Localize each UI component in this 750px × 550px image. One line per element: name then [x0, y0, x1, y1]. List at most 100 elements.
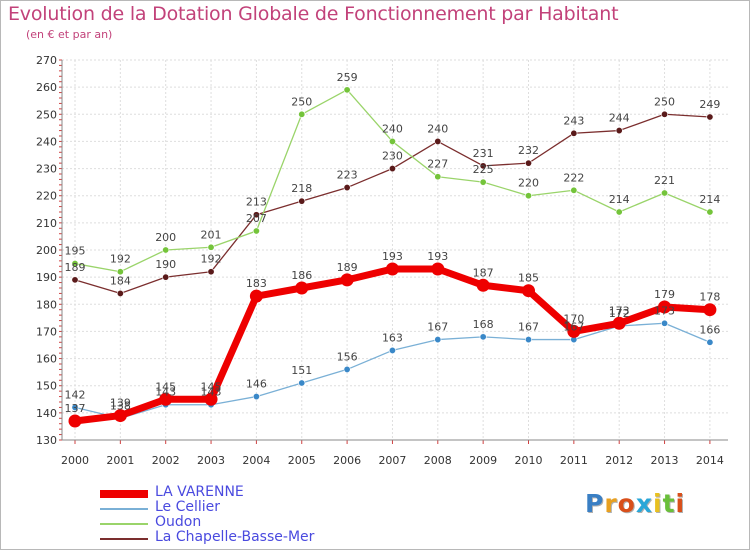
chart-subtitle: (en € et par an)	[26, 28, 113, 41]
data-label: 156	[337, 350, 358, 363]
x-tick-label: 2008	[424, 454, 452, 467]
y-tick-label: 190	[36, 271, 57, 284]
data-label: 200	[155, 231, 176, 244]
data-label: 173	[609, 304, 630, 317]
y-tick-label: 260	[36, 81, 57, 94]
data-point	[612, 316, 626, 330]
data-point	[207, 243, 215, 251]
legend-item: LA VARENNE	[100, 484, 500, 501]
data-label: 243	[563, 114, 584, 127]
y-tick-label: 200	[36, 244, 57, 257]
data-label: 179	[654, 288, 675, 301]
y-tick-label: 220	[36, 190, 57, 203]
data-label: 151	[291, 364, 312, 377]
data-point	[567, 324, 581, 338]
data-point	[116, 289, 124, 297]
data-label: 187	[473, 266, 494, 279]
legend-label: Oudon	[155, 514, 202, 530]
y-tick-label: 130	[36, 434, 57, 447]
data-label: 190	[155, 258, 176, 271]
legend-label: La Chapelle-Basse-Mer	[155, 529, 315, 545]
data-label: 193	[382, 250, 403, 263]
data-label: 167	[563, 321, 584, 334]
data-point	[207, 268, 215, 276]
data-label: 227	[427, 158, 448, 171]
logo-letter: P	[585, 489, 605, 518]
data-label: 184	[110, 274, 131, 287]
data-label: 259	[337, 71, 358, 84]
data-point	[249, 289, 263, 303]
data-point	[388, 346, 396, 354]
data-point	[570, 129, 578, 137]
data-label: 145	[201, 380, 222, 393]
data-point	[522, 284, 535, 298]
data-point	[479, 333, 487, 341]
data-point	[295, 281, 309, 295]
data-point	[476, 278, 490, 292]
data-label: 225	[473, 163, 494, 176]
data-label: 168	[473, 318, 494, 331]
legend-swatch	[100, 490, 148, 498]
data-point	[524, 336, 532, 344]
data-label: 218	[291, 182, 312, 195]
data-point	[434, 173, 442, 181]
data-label: 167	[518, 321, 539, 334]
x-tick-label: 2010	[515, 454, 543, 467]
data-point	[343, 365, 351, 373]
data-label: 183	[246, 277, 267, 290]
y-tick-label: 270	[36, 54, 57, 67]
legend-label: Le Cellier	[155, 499, 221, 515]
data-label: 240	[382, 122, 403, 135]
data-label: 250	[291, 95, 312, 108]
data-label: 201	[201, 228, 222, 241]
data-point	[431, 262, 445, 276]
data-label: 249	[699, 98, 720, 111]
logo-letter: t	[662, 489, 676, 518]
data-label: 195	[65, 245, 86, 258]
data-point	[479, 162, 487, 170]
data-label: 223	[337, 169, 358, 182]
data-point	[388, 137, 396, 145]
data-point	[434, 137, 442, 145]
logo-letter: i	[675, 489, 686, 518]
data-point	[706, 113, 714, 121]
legend-swatch	[100, 538, 148, 540]
grid	[62, 59, 728, 441]
y-tick-label: 140	[36, 407, 57, 420]
legend-item: Le Cellier	[100, 499, 500, 516]
data-label: 193	[427, 250, 448, 263]
y-tick-label: 250	[36, 108, 57, 121]
data-label: 163	[382, 331, 403, 344]
data-point	[524, 192, 532, 200]
y-tick-label: 180	[36, 298, 57, 311]
data-label: 185	[518, 272, 539, 285]
x-tick-label: 2006	[333, 454, 361, 467]
legend-item: Oudon	[100, 514, 500, 531]
data-label: 139	[110, 397, 131, 410]
data-label: 220	[518, 177, 539, 190]
data-label: 232	[518, 144, 539, 157]
data-label: 178	[699, 291, 720, 304]
x-tick-label: 2000	[61, 454, 89, 467]
logo-letter: i	[653, 489, 663, 518]
data-label: 172	[609, 307, 630, 320]
data-point	[524, 159, 532, 167]
data-point	[252, 227, 260, 235]
legend-label: LA VARENNE	[155, 484, 244, 500]
x-tick-label: 2005	[288, 454, 316, 467]
data-point	[434, 336, 442, 344]
data-point	[162, 246, 170, 254]
y-tick-label: 170	[36, 325, 57, 338]
x-tick-label: 2002	[152, 454, 180, 467]
data-label: 192	[110, 253, 131, 266]
legend-swatch	[100, 508, 148, 510]
series	[68, 86, 717, 428]
data-label: 214	[699, 193, 720, 206]
data-point	[343, 86, 351, 94]
x-tick-label: 2004	[242, 454, 270, 467]
data-label: 142	[65, 388, 86, 401]
data-label: 213	[246, 196, 267, 209]
y-tick-label: 150	[36, 380, 57, 393]
data-label: 207	[246, 212, 267, 225]
